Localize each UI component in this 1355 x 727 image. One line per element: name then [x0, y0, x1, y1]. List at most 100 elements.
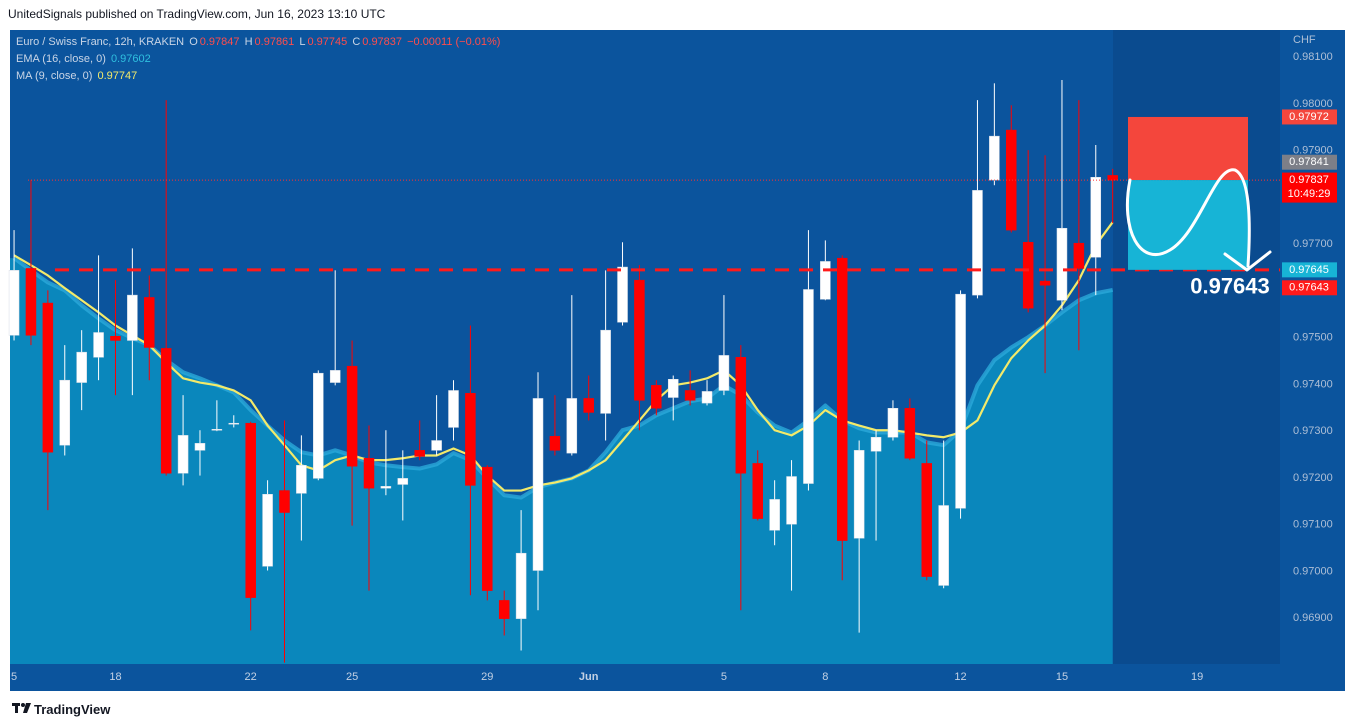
- price-tag-label: 0.97972: [1289, 111, 1329, 123]
- x-tick-label: Jun: [579, 671, 599, 683]
- candle-body: [329, 370, 341, 383]
- candle-body: [718, 355, 730, 391]
- ohlc-letter: H: [244, 36, 253, 48]
- candle-body: [870, 436, 882, 452]
- candle-body: [904, 407, 916, 459]
- candle-body: [769, 499, 780, 531]
- candle-body: [25, 268, 37, 336]
- y-tick-label: 0.97900: [1293, 145, 1333, 157]
- price-tag: [1282, 172, 1337, 203]
- candle-body: [515, 552, 527, 619]
- candle-body: [59, 379, 71, 446]
- candle-body: [93, 332, 104, 358]
- legend-value: 0.97602: [110, 53, 151, 65]
- candle-body: [448, 390, 459, 428]
- x-tick-label: 5: [11, 671, 17, 683]
- candle-body: [921, 463, 933, 577]
- candle-body: [1006, 129, 1017, 231]
- price-tag: [1282, 109, 1337, 125]
- candle-body: [972, 190, 983, 296]
- candle-body: [1090, 177, 1102, 258]
- candle-body: [938, 505, 949, 586]
- candle-body: [346, 365, 358, 467]
- ohlc-value: 0.97847: [199, 36, 240, 48]
- price-tag: [1282, 262, 1337, 278]
- candle-body: [160, 348, 172, 474]
- x-tick-label: 8: [822, 671, 828, 683]
- candle-body: [380, 486, 392, 489]
- y-tick-label: 0.98100: [1293, 51, 1333, 63]
- x-tick-label: 29: [481, 671, 493, 683]
- candle-body: [1039, 280, 1051, 286]
- legend-row: EMA (16, close, 0) 0.97602: [16, 51, 502, 68]
- candle-body: [76, 351, 87, 383]
- legend-entry: EMA (16, close, 0): [16, 53, 106, 65]
- candle-body: [566, 398, 578, 454]
- currency-label: CHF: [1293, 34, 1316, 46]
- candle-body: [836, 257, 848, 541]
- change-label: −0.00011 (−0.01%): [407, 36, 501, 48]
- brand-logo: [12, 703, 31, 713]
- y-tick-label: 0.97200: [1293, 472, 1333, 484]
- ohlc-letter: O: [189, 36, 198, 48]
- candle-body: [600, 329, 611, 414]
- candle-body: [431, 440, 442, 451]
- candle-body: [127, 294, 138, 341]
- legend: Euro / Swiss Franc, 12h, KRAKEN O 0.97847…: [16, 34, 502, 85]
- candle-body: [194, 443, 206, 451]
- candle-body: [228, 422, 240, 425]
- candle-body: [532, 398, 544, 571]
- candle-body: [414, 450, 425, 457]
- y-tick-label: 0.98000: [1293, 98, 1333, 110]
- candle-body: [296, 465, 307, 494]
- candle-body: [177, 435, 189, 474]
- y-tick-label: 0.97400: [1293, 378, 1333, 390]
- candle-body: [989, 135, 1000, 181]
- x-tick-label: 18: [109, 671, 121, 683]
- candle-body: [955, 293, 966, 509]
- x-tick-label: 15: [1056, 671, 1068, 683]
- y-tick-label: 0.97000: [1293, 565, 1333, 577]
- candle-body: [651, 385, 662, 409]
- candle-body: [1056, 227, 1068, 301]
- price-tag-label: 0.97643: [1289, 282, 1329, 294]
- drawn-arrow: [1125, 168, 1251, 268]
- x-tick-label: 5: [721, 671, 727, 683]
- candle-body: [752, 463, 763, 519]
- candle-body: [465, 393, 476, 486]
- candle-body: [583, 398, 594, 413]
- ohlc-value: 0.97837: [362, 36, 403, 48]
- candle-body: [313, 372, 324, 479]
- annotation: 0.97643: [1190, 274, 1270, 299]
- x-tick-label: 19: [1191, 671, 1203, 683]
- y-tick-label: 0.96900: [1293, 612, 1333, 624]
- candle-body: [144, 297, 155, 348]
- y-tick-label: 0.97500: [1293, 332, 1333, 344]
- price-tag-label: 0.97645: [1289, 264, 1329, 276]
- candle-body: [397, 478, 409, 485]
- legend-row: Euro / Swiss Franc, 12h, KRAKEN O 0.97847…: [16, 34, 502, 51]
- y-tick-label: 0.97300: [1293, 425, 1333, 437]
- candle-body: [110, 335, 121, 341]
- ma-line: [13, 221, 1114, 492]
- ohlc-letter: L: [299, 36, 306, 48]
- candle-body: [262, 494, 273, 567]
- ema-fill: [10, 258, 1113, 664]
- price-tag: [1282, 154, 1337, 170]
- y-tick-label: 0.97100: [1293, 519, 1333, 531]
- x-tick-label: 22: [245, 671, 257, 683]
- candle-body: [803, 289, 814, 484]
- x-tick-label: 25: [346, 671, 358, 683]
- candle-body: [786, 476, 797, 525]
- price-tag-label: 0.97837: [1289, 174, 1329, 186]
- legend-entry: MA (9, close, 0): [16, 70, 93, 82]
- arrow-head: [1223, 250, 1272, 272]
- candle-body: [667, 379, 679, 398]
- ohlc-value: 0.97861: [254, 36, 295, 48]
- candle-body: [1022, 242, 1034, 309]
- x-tick-label: 12: [954, 671, 966, 683]
- candle-body: [549, 436, 561, 451]
- candle-body: [634, 279, 645, 401]
- candle-body: [887, 407, 899, 438]
